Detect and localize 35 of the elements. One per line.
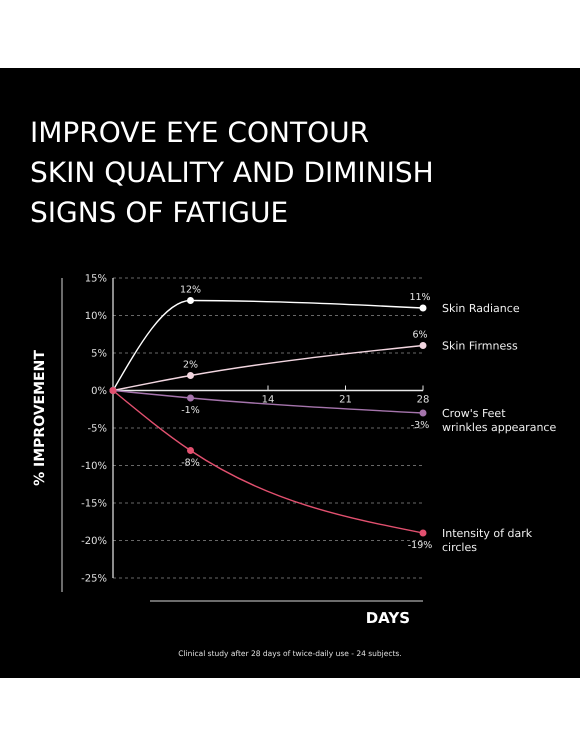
data-label: -3% bbox=[410, 420, 430, 431]
y-tick-label: 5% bbox=[91, 348, 107, 360]
data-label: 11% bbox=[409, 292, 431, 303]
data-label: 2% bbox=[182, 360, 198, 370]
y-axis-title: % IMPROVEMENT bbox=[32, 350, 48, 486]
y-tick-label: -10% bbox=[81, 461, 107, 472]
point bbox=[420, 304, 426, 312]
data-label: 12% bbox=[180, 284, 202, 296]
y-tick-label: 0% bbox=[91, 386, 107, 397]
point bbox=[187, 372, 194, 379]
data-label: -1% bbox=[181, 405, 200, 416]
y-tick-label: -20% bbox=[81, 536, 107, 547]
point bbox=[420, 530, 426, 536]
y-tick-label: -5% bbox=[88, 424, 107, 434]
series-label: Crow's Feet wrinkles appearance bbox=[442, 407, 556, 434]
point bbox=[187, 394, 194, 402]
chart-title: IMPROVE EYE CONTOUR SKIN QUALITY AND DIMINISH SIGNS OF FATIGUE bbox=[30, 116, 434, 229]
x-axis-title: DAYS bbox=[366, 609, 410, 627]
point bbox=[187, 447, 194, 454]
x-tick-label: 14 bbox=[262, 394, 274, 406]
point bbox=[420, 342, 426, 349]
x-tick-label: 21 bbox=[339, 394, 352, 406]
y-tick-label: -25% bbox=[81, 574, 107, 584]
series-label: Skin Firmness bbox=[442, 340, 518, 352]
data-label: 6% bbox=[412, 330, 428, 340]
y-tick-label: 10% bbox=[84, 311, 107, 322]
series-label: Intensity of dark circles bbox=[442, 527, 533, 554]
point bbox=[187, 297, 194, 304]
y-tick-label: -15% bbox=[81, 498, 107, 510]
y-tick-label: 15% bbox=[84, 274, 107, 284]
x-tick-label: 28 bbox=[416, 394, 430, 406]
series-label: Skin Radiance bbox=[442, 302, 520, 315]
data-label: -8% bbox=[181, 458, 200, 468]
data-label: -19% bbox=[408, 540, 432, 551]
point bbox=[420, 410, 426, 416]
